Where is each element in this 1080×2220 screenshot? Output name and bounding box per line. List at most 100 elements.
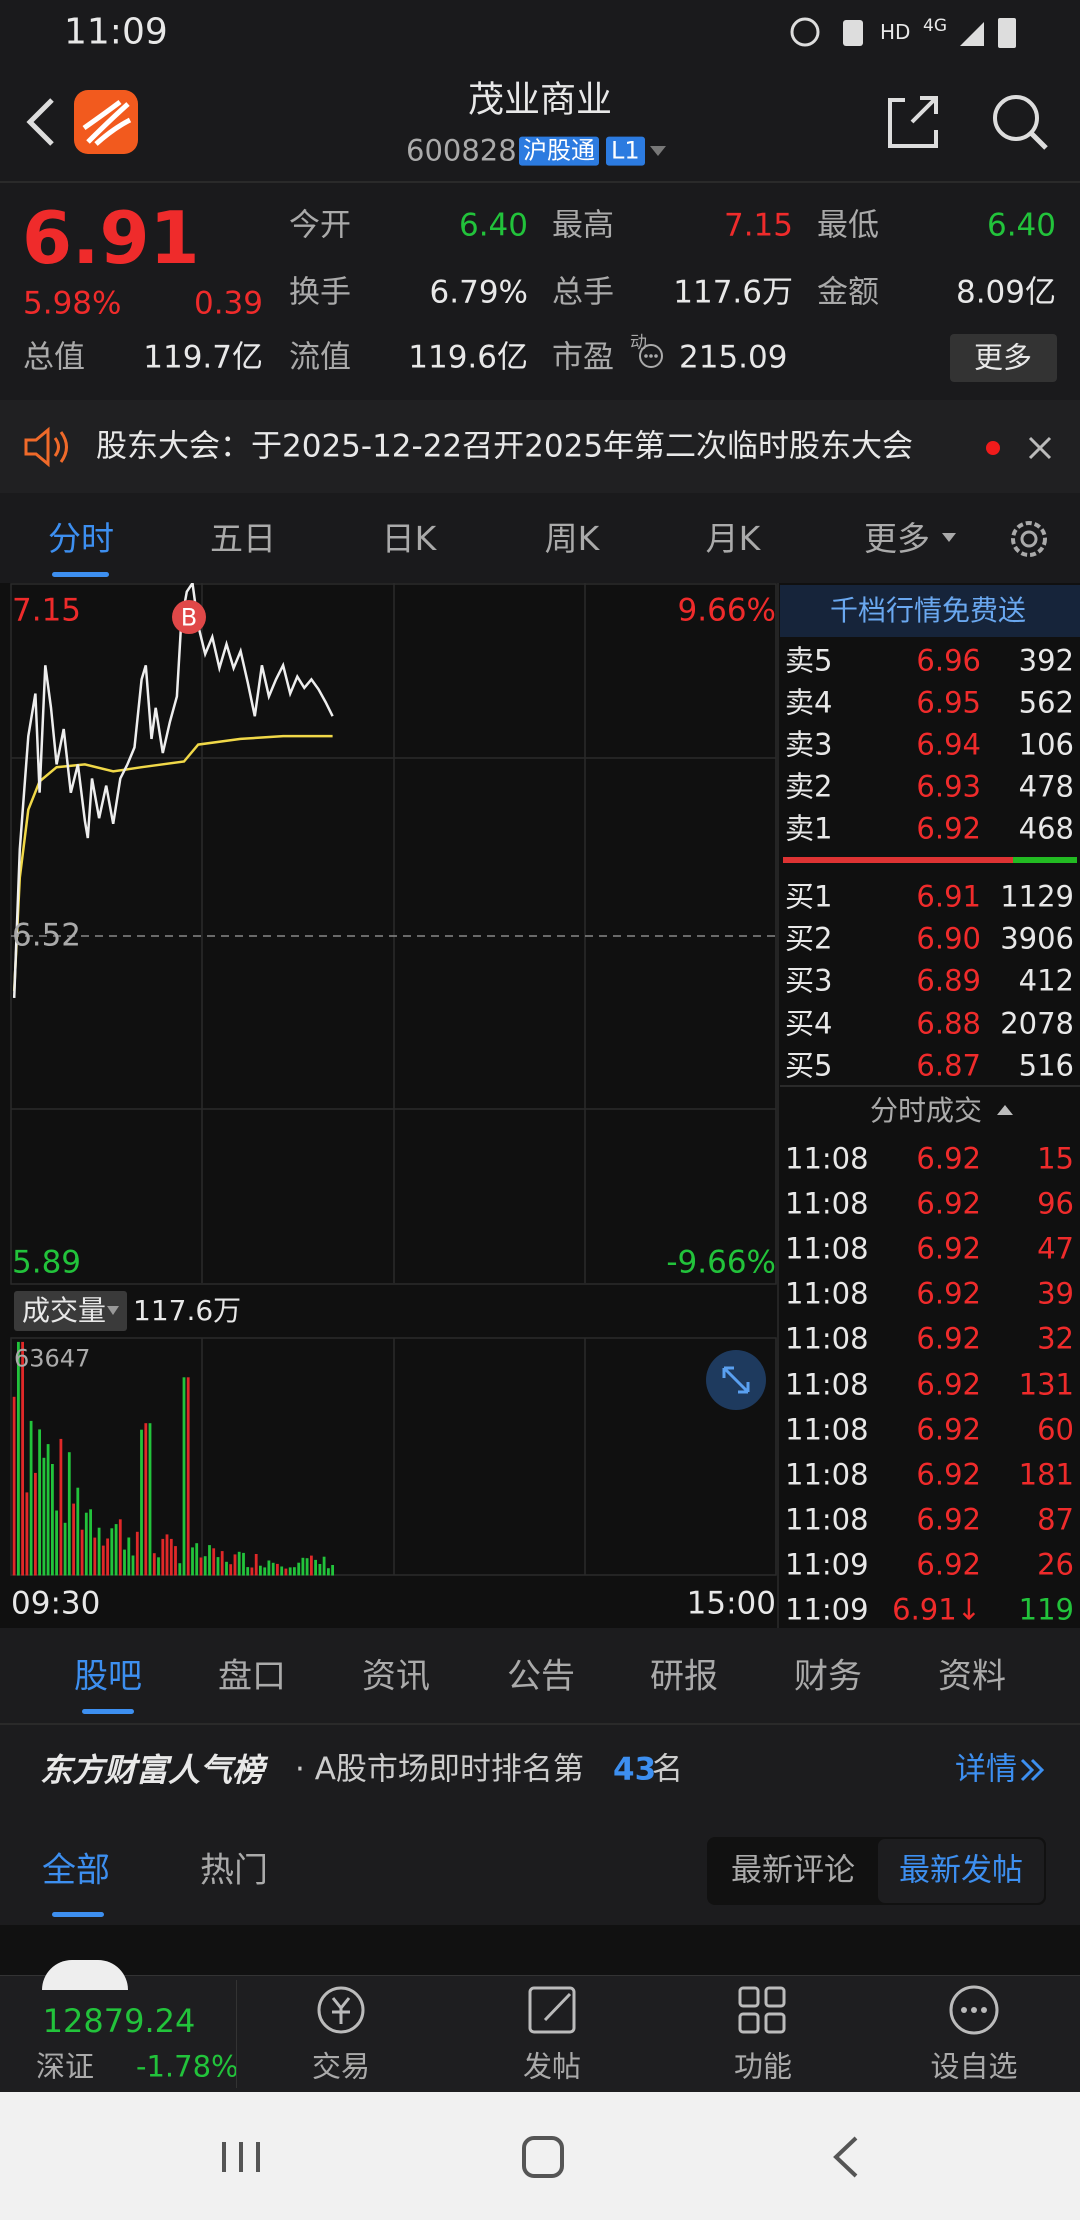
volume-bar xyxy=(242,1552,245,1576)
volume-bar xyxy=(254,1554,258,1576)
details[interactable]: 详情 xyxy=(955,1751,1017,1788)
chart-tab[interactable]: 五日 xyxy=(210,519,276,559)
book-price: 6.92 xyxy=(916,1276,981,1311)
volume-bar xyxy=(331,1565,334,1576)
search[interactable] xyxy=(993,95,1039,141)
dropdown[interactable] xyxy=(648,144,668,158)
stat-label: 最高 xyxy=(552,207,614,244)
sort-option[interactable]: 最新发帖 xyxy=(899,1852,1023,1889)
volume-bar xyxy=(135,1531,139,1576)
stat-value: 6.40 xyxy=(986,207,1056,244)
volume-bar xyxy=(322,1556,326,1576)
book-volume: 32 xyxy=(1037,1321,1074,1356)
book-label: 11:08 xyxy=(785,1412,869,1447)
section-tab[interactable]: 研报 xyxy=(650,1656,718,1697)
book-volume: 468 xyxy=(1018,811,1074,846)
volume-bar xyxy=(46,1444,50,1576)
rank-text: · A股市场即时排名第 xyxy=(295,1751,584,1788)
index-value: 12879.24 xyxy=(42,2001,196,2040)
notice-text[interactable]: 股东大会：于2025-12-22召开2025年第二次临时股东大会 xyxy=(96,428,914,465)
book-price: 6.96 xyxy=(916,643,981,678)
promo-bg xyxy=(780,585,1080,637)
volume-bar xyxy=(220,1551,224,1576)
book-price: 6.92 xyxy=(916,1141,981,1176)
volume-bar xyxy=(310,1555,313,1576)
book-label: 卖5 xyxy=(785,643,833,678)
volume-bar xyxy=(280,1566,284,1576)
section-tab[interactable]: 资料 xyxy=(938,1656,1006,1697)
section-tab[interactable]: 公告 xyxy=(507,1656,575,1697)
volume-bar xyxy=(293,1567,296,1576)
stat-value: 6.40 xyxy=(458,207,528,244)
book-volume: 131 xyxy=(1018,1367,1074,1402)
nav-label[interactable]: 设自选 xyxy=(930,2049,1018,2084)
volume-bar xyxy=(114,1524,118,1576)
chart-tab[interactable]: 更多 xyxy=(864,519,930,559)
book-volume: 412 xyxy=(1018,963,1074,998)
settings[interactable] xyxy=(1004,514,1054,564)
chart-tab[interactable]: 周K xyxy=(544,519,600,559)
chart-tab[interactable]: 月K xyxy=(705,519,761,559)
more-button[interactable] xyxy=(950,334,1057,382)
dropdown xyxy=(107,1306,119,1315)
back[interactable] xyxy=(26,98,54,146)
time-end: 15:00 xyxy=(686,1585,776,1622)
volume-bar xyxy=(106,1538,109,1576)
rank-brand: 东方财富人气榜 xyxy=(40,1750,265,1789)
volume-selector[interactable] xyxy=(14,1291,127,1331)
volume-label[interactable]: 成交量 xyxy=(22,1294,107,1328)
book-price: 6.92 xyxy=(916,1367,981,1402)
volume-bar xyxy=(178,1563,182,1576)
section-tab[interactable]: 资讯 xyxy=(362,1656,430,1697)
chart-tab[interactable]: 日K xyxy=(381,519,437,559)
nav-label[interactable]: 发帖 xyxy=(522,2049,582,2084)
book-volume: 478 xyxy=(1018,769,1074,804)
book-label: 买3 xyxy=(785,963,833,998)
volume-bar xyxy=(144,1423,148,1576)
volume-bar xyxy=(259,1565,262,1576)
system-nav xyxy=(0,2092,1080,2220)
volume-bar xyxy=(161,1538,165,1576)
book-price: 6.93 xyxy=(916,769,981,804)
sub-tab[interactable]: 全部 xyxy=(42,1850,110,1891)
rank-value: 43 xyxy=(613,1751,657,1788)
volume-bar xyxy=(152,1553,156,1576)
share[interactable] xyxy=(888,96,938,148)
book-price: 6.92 xyxy=(916,1547,981,1582)
sort-option[interactable]: 最新评论 xyxy=(731,1852,855,1889)
volume-bar xyxy=(118,1519,122,1576)
book-price: 6.92 xyxy=(916,1321,981,1356)
sub-tab[interactable]: 热门 xyxy=(200,1850,268,1891)
book-volume: 60 xyxy=(1037,1412,1074,1447)
volume-bar xyxy=(84,1512,88,1576)
recent-apps[interactable] xyxy=(222,2142,260,2172)
volume-bar xyxy=(63,1522,67,1576)
chart-tab[interactable]: 分时 xyxy=(48,519,114,559)
index-name: 深证 xyxy=(36,2049,95,2084)
volume-bar xyxy=(76,1487,80,1576)
section-tab[interactable]: 财务 xyxy=(794,1656,862,1697)
promo[interactable]: 千档行情免费送 xyxy=(829,594,1027,628)
volume-bar xyxy=(191,1547,194,1576)
book-label: 11:08 xyxy=(785,1321,869,1356)
book-label: 买1 xyxy=(785,879,833,914)
stat-label: 换手 xyxy=(289,274,351,311)
status-time: 11:09 xyxy=(64,11,168,53)
nav-label[interactable]: 功能 xyxy=(733,2049,793,2084)
trades-title: 分时成交 xyxy=(870,1094,983,1128)
volume-bar xyxy=(318,1564,322,1576)
sort-up xyxy=(997,1105,1013,1115)
nav-label[interactable]: 交易 xyxy=(311,2049,371,2084)
section-tab[interactable]: 盘口 xyxy=(218,1656,286,1697)
book-volume: 26 xyxy=(1037,1547,1074,1582)
home[interactable] xyxy=(522,2136,564,2178)
volume-bar xyxy=(301,1557,305,1576)
close[interactable] xyxy=(1028,436,1052,460)
back[interactable] xyxy=(833,2136,858,2178)
book-volume: 562 xyxy=(1018,685,1074,720)
volume-bar xyxy=(97,1527,101,1576)
more-label[interactable]: 更多 xyxy=(973,340,1033,375)
section-tab[interactable]: 股吧 xyxy=(74,1656,142,1697)
book-label: 11:08 xyxy=(785,1367,869,1402)
volume-bar xyxy=(297,1562,301,1576)
